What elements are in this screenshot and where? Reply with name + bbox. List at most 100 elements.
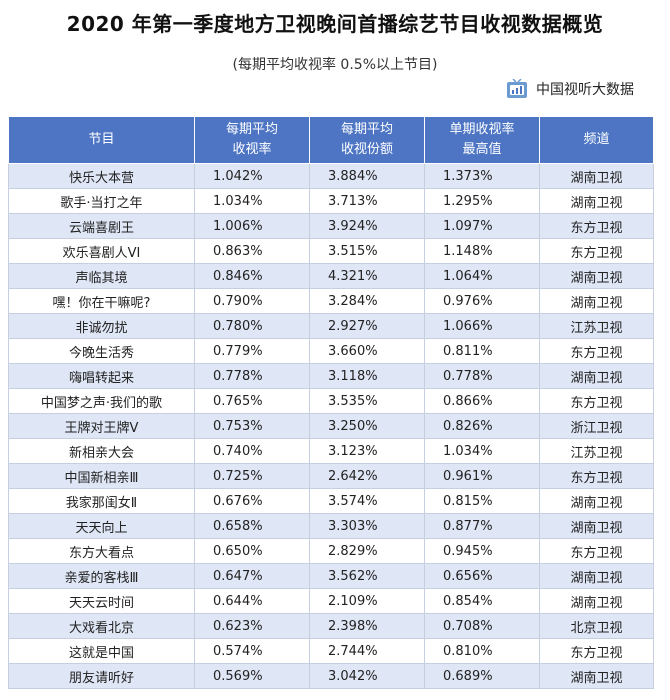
peak-rating-cell: 1.064% (424, 263, 540, 289)
page-subtitle: (每期平均收视率 0.5%以上节目) (232, 57, 438, 73)
header-line: 单期收视率 (449, 122, 515, 137)
table-row: 嘿！你在干嘛呢? 0.790% 3.284% 0.976% 湖南卫视 (8, 288, 654, 314)
avg-share-cell: 2.642% (309, 463, 425, 489)
ratings-table: 节目 每期平均 收视率 每期平均 收视份额 单期收视率 最高值 频道 快乐大本营… (8, 116, 654, 689)
avg-share-cell: 3.303% (309, 513, 425, 539)
avg-rating-cell: 0.765% (194, 388, 310, 414)
column-header-avg-rating: 每期平均 收视率 (194, 116, 310, 164)
peak-rating-cell: 0.708% (424, 613, 540, 639)
peak-rating-cell: 0.689% (424, 663, 540, 689)
avg-rating-cell: 0.623% (194, 613, 310, 639)
avg-share-cell: 3.118% (309, 363, 425, 389)
program-name-cell: 大戏看北京 (8, 613, 195, 639)
channel-cell: 东方卫视 (539, 638, 654, 664)
channel-cell: 东方卫视 (539, 463, 654, 489)
channel-cell: 湖南卫视 (539, 488, 654, 514)
peak-rating-cell: 0.656% (424, 563, 540, 589)
program-name-cell: 欢乐喜剧人VI (8, 238, 195, 264)
header-line: 收视率 (232, 142, 272, 157)
table-row: 朋友请听好 0.569% 3.042% 0.689% 湖南卫视 (8, 663, 654, 689)
avg-rating-cell: 0.846% (194, 263, 310, 289)
program-name-cell: 中国新相亲Ⅲ (8, 463, 195, 489)
avg-rating-cell: 0.676% (194, 488, 310, 514)
peak-rating-cell: 0.945% (424, 538, 540, 564)
program-name-cell: 歌手·当打之年 (8, 188, 195, 214)
program-name-cell: 中国梦之声·我们的歌 (8, 388, 195, 414)
table-header-row: 节目 每期平均 收视率 每期平均 收视份额 单期收视率 最高值 频道 (8, 116, 654, 164)
table-row: 中国新相亲Ⅲ 0.725% 2.642% 0.961% 东方卫视 (8, 463, 654, 489)
table-row: 快乐大本营 1.042% 3.884% 1.373% 湖南卫视 (8, 163, 654, 189)
program-name-cell: 这就是中国 (8, 638, 195, 664)
channel-cell: 湖南卫视 (539, 663, 654, 689)
program-name-cell: 非诚勿扰 (8, 313, 195, 339)
avg-share-cell: 3.713% (309, 188, 425, 214)
avg-share-cell: 2.829% (309, 538, 425, 564)
avg-rating-cell: 0.725% (194, 463, 310, 489)
program-name-cell: 云端喜剧王 (8, 213, 195, 239)
avg-share-cell: 2.398% (309, 613, 425, 639)
header-line: 每期平均 (340, 122, 393, 137)
channel-cell: 湖南卫视 (539, 588, 654, 614)
avg-rating-cell: 0.780% (194, 313, 310, 339)
header-line: 频道 (583, 132, 610, 147)
table-row: 天天向上 0.658% 3.303% 0.877% 湖南卫视 (8, 513, 654, 539)
program-name-cell: 嗨唱转起来 (8, 363, 195, 389)
table-row: 新相亲大会 0.740% 3.123% 1.034% 江苏卫视 (8, 438, 654, 464)
table-row: 东方大看点 0.650% 2.829% 0.945% 东方卫视 (8, 538, 654, 564)
peak-rating-cell: 0.815% (424, 488, 540, 514)
channel-cell: 湖南卫视 (539, 163, 654, 189)
avg-rating-cell: 0.574% (194, 638, 310, 664)
table-row: 我家那闺女Ⅱ 0.676% 3.574% 0.815% 湖南卫视 (8, 488, 654, 514)
avg-share-cell: 3.562% (309, 563, 425, 589)
peak-rating-cell: 1.148% (424, 238, 540, 264)
avg-rating-cell: 1.034% (194, 188, 310, 214)
table-row: 今晚生活秀 0.779% 3.660% 0.811% 东方卫视 (8, 338, 654, 364)
program-name-cell: 王牌对王牌V (8, 413, 195, 439)
table-row: 歌手·当打之年 1.034% 3.713% 1.295% 湖南卫视 (8, 188, 654, 214)
program-name-cell: 快乐大本营 (8, 163, 195, 189)
column-header-avg-share: 每期平均 收视份额 (309, 116, 425, 164)
avg-share-cell: 3.535% (309, 388, 425, 414)
avg-rating-cell: 0.569% (194, 663, 310, 689)
peak-rating-cell: 0.826% (424, 413, 540, 439)
brand-name: 中国视听大数据 (536, 82, 634, 98)
table-row: 中国梦之声·我们的歌 0.765% 3.535% 0.866% 东方卫视 (8, 388, 654, 414)
column-header-peak-rating: 单期收视率 最高值 (424, 116, 540, 164)
avg-rating-cell: 1.006% (194, 213, 310, 239)
table-row: 云端喜剧王 1.006% 3.924% 1.097% 东方卫视 (8, 213, 654, 239)
avg-share-cell: 3.042% (309, 663, 425, 689)
avg-share-cell: 2.927% (309, 313, 425, 339)
peak-rating-cell: 0.866% (424, 388, 540, 414)
table-row: 声临其境 0.846% 4.321% 1.064% 湖南卫视 (8, 263, 654, 289)
program-name-cell: 声临其境 (8, 263, 195, 289)
header-line: 最高值 (462, 142, 502, 157)
peak-rating-cell: 1.373% (424, 163, 540, 189)
tv-data-logo-icon (506, 78, 528, 99)
channel-cell: 江苏卫视 (539, 438, 654, 464)
table-row: 欢乐喜剧人VI 0.863% 3.515% 1.148% 东方卫视 (8, 238, 654, 264)
avg-rating-cell: 0.863% (194, 238, 310, 264)
header-line: 节目 (88, 132, 115, 147)
avg-share-cell: 3.284% (309, 288, 425, 314)
avg-share-cell: 3.924% (309, 213, 425, 239)
table-row: 嗨唱转起来 0.778% 3.118% 0.778% 湖南卫视 (8, 363, 654, 389)
avg-rating-cell: 0.790% (194, 288, 310, 314)
table-row: 亲爱的客栈Ⅲ 0.647% 3.562% 0.656% 湖南卫视 (8, 563, 654, 589)
avg-rating-cell: 0.779% (194, 338, 310, 364)
avg-rating-cell: 0.753% (194, 413, 310, 439)
avg-share-cell: 3.660% (309, 338, 425, 364)
page-title: 2020 年第一季度地方卫视晚间首播综艺节目收视数据概览 (66, 12, 604, 36)
column-header-channel: 频道 (539, 116, 654, 164)
avg-share-cell: 4.321% (309, 263, 425, 289)
channel-cell: 湖南卫视 (539, 263, 654, 289)
header-line: 每期平均 (225, 122, 278, 137)
peak-rating-cell: 1.066% (424, 313, 540, 339)
channel-cell: 湖南卫视 (539, 563, 654, 589)
avg-share-cell: 3.574% (309, 488, 425, 514)
avg-share-cell: 3.884% (309, 163, 425, 189)
table-row: 天天云时间 0.644% 2.109% 0.854% 湖南卫视 (8, 588, 654, 614)
peak-rating-cell: 1.034% (424, 438, 540, 464)
program-name-cell: 亲爱的客栈Ⅲ (8, 563, 195, 589)
table-row: 大戏看北京 0.623% 2.398% 0.708% 北京卫视 (8, 613, 654, 639)
column-header-program: 节目 (8, 116, 195, 164)
